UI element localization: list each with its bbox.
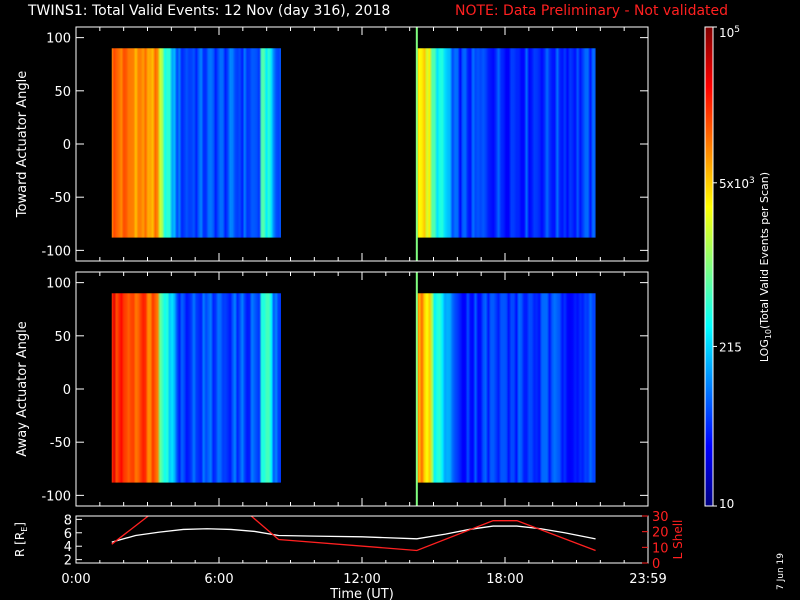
away-panel: -100 -50 0 50 100 Away Actuator Angle (15, 271, 649, 507)
l-shell-axis-label: L Shell (671, 520, 685, 560)
colorbar-scale (704, 26, 714, 507)
r-axis-label: R [RE] (13, 522, 29, 557)
r-ytick-label: 4 (64, 540, 72, 555)
colorbar: 10 215 5x103 105 LOG10(Total Valid Events pe… (704, 25, 773, 511)
time-tick-label: 18:00 (486, 572, 523, 587)
r-ytick-label: 8 (64, 513, 72, 528)
r-ytick-label: 6 (64, 527, 72, 542)
toward-ytick-label: 50 (54, 85, 71, 100)
preliminary-note: NOTE: Data Preliminary - Not validated (455, 3, 729, 19)
time-tick-label: 0:00 (61, 572, 90, 587)
toward-scan-block-2 (416, 48, 596, 238)
time-tick-label: 6:00 (204, 572, 233, 587)
toward-scan-block-1 (111, 48, 281, 238)
l-shell-tick-label: 30 (652, 510, 669, 525)
toward-ytick-label: -100 (41, 244, 71, 259)
away-ytick-label: 0 (63, 383, 71, 398)
l-shell-tick-label: 20 (652, 526, 669, 541)
away-ytick-label: -50 (50, 436, 71, 451)
colorbar-tick-label: 10 (719, 497, 734, 511)
chart-title: TWINS1: Total Valid Events: 12 Nov (day … (28, 3, 391, 19)
toward-ytick-label: 0 (63, 138, 71, 153)
colorbar-tick-label: 5x103 (719, 176, 755, 191)
away-ytick-label: 100 (46, 277, 71, 292)
toward-panel: -100 -50 0 50 100 Toward Actuator Angle (15, 26, 649, 262)
r-earth-line (111, 525, 596, 543)
away-scan-block-1 (111, 293, 281, 483)
date-stamp: 7 Jun 19 (776, 553, 786, 590)
toward-ytick-label: 100 (46, 32, 71, 47)
away-ytick-label: -100 (41, 489, 71, 504)
away-ytick-label: 50 (54, 330, 71, 345)
colorbar-label: LOG10(Total Valid Events per Scan) (758, 172, 773, 362)
toward-ylabel: Toward Actuator Angle (15, 71, 30, 218)
toward-ytick-label: -50 (50, 191, 71, 206)
time-tick-label: 12:00 (343, 572, 380, 587)
r-ytick-label: 2 (64, 554, 72, 569)
time-tick-label: 23:59 (629, 572, 666, 587)
colorbar-tick-label: 105 (719, 25, 740, 40)
colorbar-tick-label: 215 (719, 340, 742, 354)
time-axis-label: Time (UT) (329, 587, 394, 600)
l-shell-tick-label: 10 (652, 541, 669, 556)
l-shell-tick-label: 0 (652, 557, 660, 572)
orbit-frame (75, 515, 649, 564)
away-ylabel: Away Actuator Angle (15, 321, 30, 456)
l-shell-line (111, 516, 596, 552)
away-scan-block-2 (416, 293, 596, 483)
